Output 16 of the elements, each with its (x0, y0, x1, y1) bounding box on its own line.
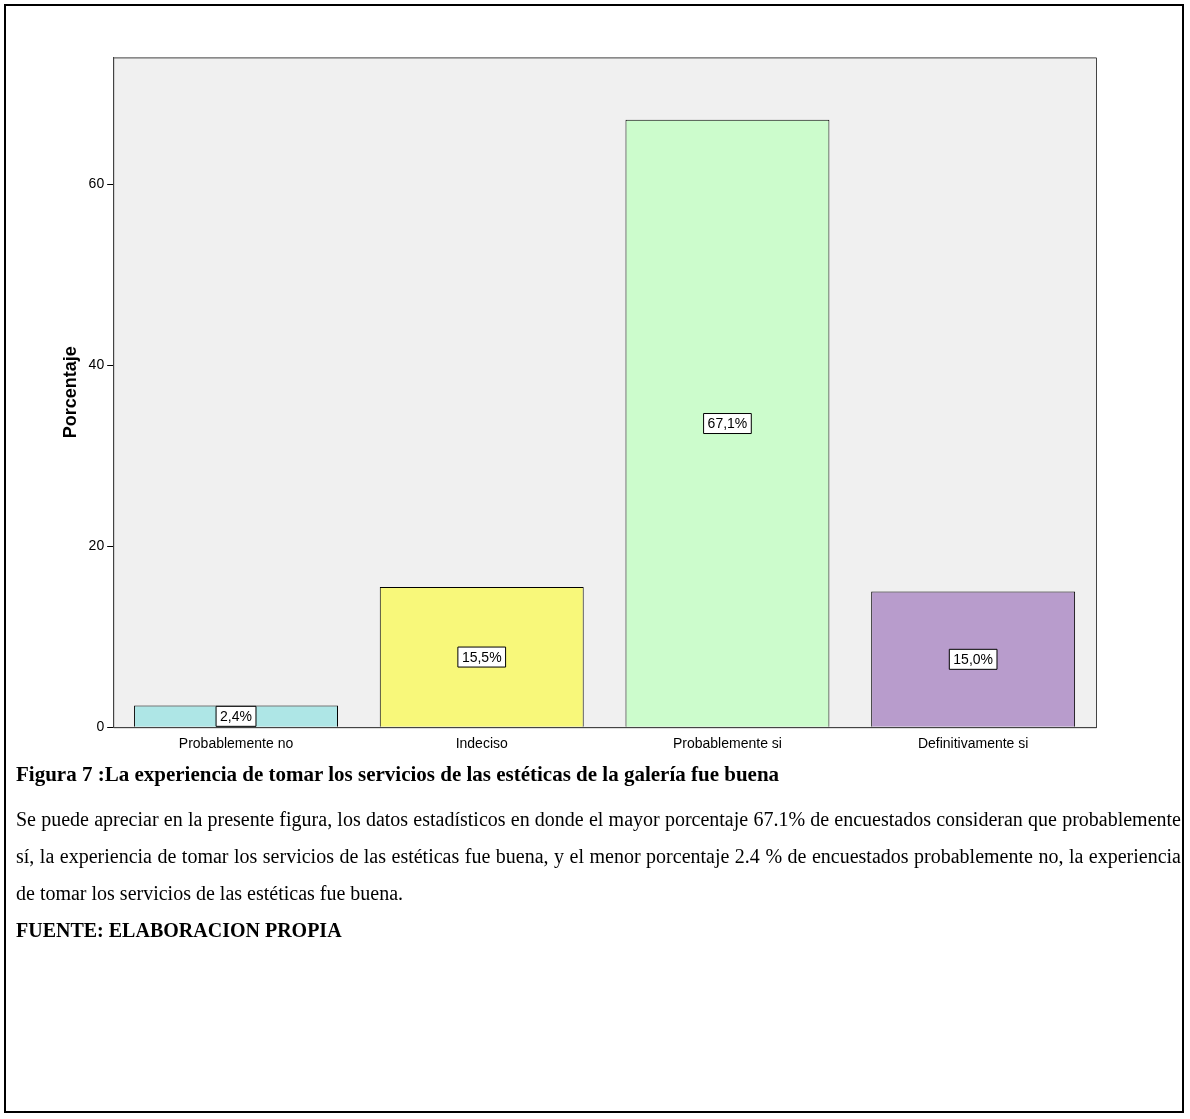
data-label: 15,0% (953, 651, 993, 668)
source-note: FUENTE: ELABORACION PROPIA (16, 918, 343, 943)
x-tick-label: Indeciso (455, 735, 509, 752)
y-tick-label: 20 (88, 537, 105, 554)
text: Se puede apreciar en la presente figura, los datos estadísticos en donde el mayor porcentaje 67.1% de encuestados consideran que probablemente sí, la experiencia de tomar los servicios de las estéticas fue buena, y el menor porcentaje 2.4 % de encuestados probablemente no, la experiencia de tomar los servicios de las estéticas fue buena. (16, 807, 1181, 906)
x-tick-label: Probablemente si (672, 735, 782, 752)
x-tick-label: Definitivamente si (917, 735, 1029, 752)
y-tick-label: 60 (88, 174, 105, 191)
x-tick-label: Probablemente no (178, 735, 294, 752)
data-label: 67,1% (707, 415, 748, 432)
y-tick-label: 40 (88, 356, 105, 373)
data-label: 15,5% (461, 648, 502, 665)
y-tick-label: 0 (96, 718, 105, 735)
y-axis-title: Porcentaje (59, 346, 80, 439)
data-label: 2,4% (220, 708, 252, 725)
text: Figura 7 :La experiencia de tomar los servicios de las estéticas de la galería fue buena (16, 762, 781, 787)
